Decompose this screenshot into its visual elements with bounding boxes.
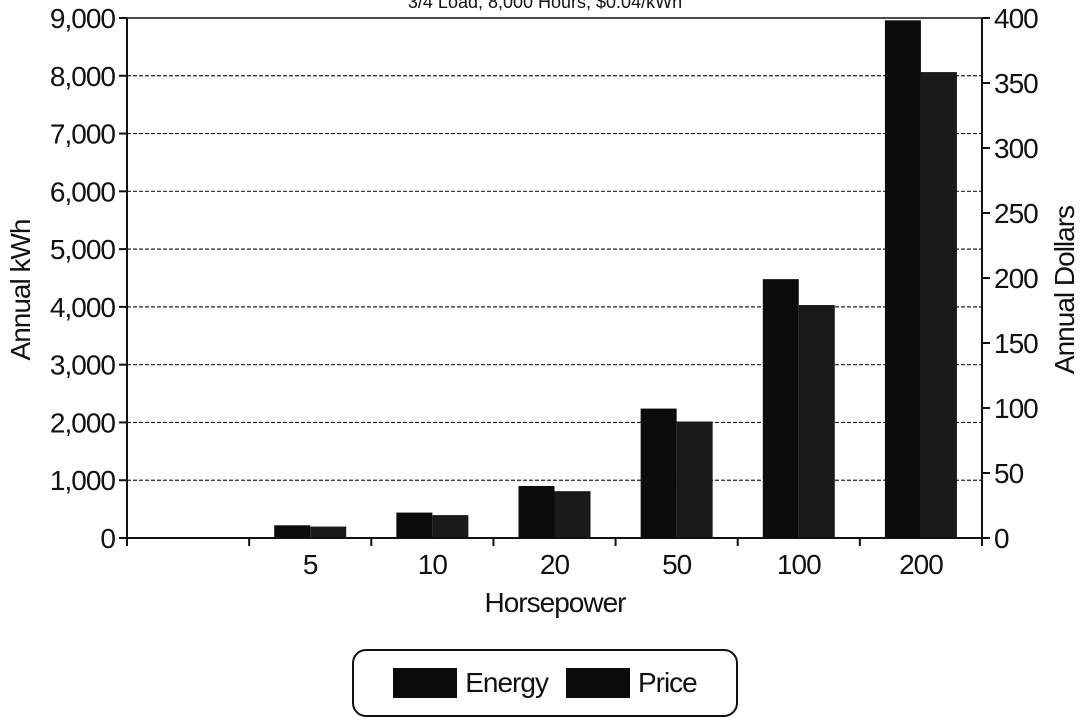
- x-axis-label: Horsepower: [485, 587, 627, 618]
- bar-energy: [884, 20, 921, 539]
- bar-price: [432, 515, 469, 538]
- y-tick-label: 2,000: [50, 407, 115, 438]
- y2-tick-label: 100: [994, 393, 1038, 424]
- x-tick-label: 50: [662, 549, 692, 580]
- bar-price: [554, 491, 591, 538]
- y2-axis-label: Annual Dollars: [1049, 206, 1080, 374]
- legend-label-price: Price: [637, 667, 698, 698]
- y2-tick-label: 400: [994, 3, 1038, 34]
- bar-price: [920, 72, 957, 538]
- gridlines: [127, 75, 982, 481]
- legend-item-price: Price: [565, 667, 698, 699]
- x-tick-label: 200: [899, 549, 943, 580]
- axes: [126, 17, 983, 539]
- legend-label-energy: Energy: [465, 667, 549, 698]
- y-tick-label: 5,000: [50, 234, 115, 265]
- y-tick-label: 8,000: [50, 61, 115, 92]
- bar-price: [676, 421, 713, 538]
- chart-subtitle: 3/4 Load, 8,000 Hours, $0.04/kWh: [407, 0, 683, 12]
- bar-energy: [274, 525, 311, 538]
- y-tick-label: 3,000: [50, 350, 115, 381]
- x-tick-label: 5: [303, 549, 318, 580]
- legend-swatch-price: [565, 668, 630, 698]
- y-tick-label: 0: [100, 523, 115, 554]
- bar-price: [310, 526, 347, 538]
- bar-energy: [396, 512, 433, 538]
- y2-tick-label: 0: [994, 523, 1009, 554]
- x-tick-label: 20: [540, 549, 570, 580]
- y2-tick-label: 250: [994, 198, 1038, 229]
- bar-energy: [762, 279, 799, 538]
- legend: Energy Price: [352, 649, 738, 717]
- left-axis-ticks: 0 1,000 2,000 3,000 4,000 5,000 6,000 7,000 8,00…: [50, 3, 127, 554]
- bar-energy: [518, 486, 555, 538]
- y-tick-label: 7,000: [50, 119, 115, 150]
- y2-tick-label: 300: [994, 133, 1038, 164]
- bar-price: [798, 305, 835, 538]
- y-tick-label: 1,000: [50, 465, 115, 496]
- y2-tick-label: 200: [994, 263, 1038, 294]
- legend-item-energy: Energy: [393, 667, 549, 699]
- bars: [274, 20, 957, 539]
- y2-tick-label: 150: [994, 328, 1038, 359]
- x-tick-label: 100: [777, 549, 821, 580]
- y-tick-label: 9,000: [50, 3, 115, 34]
- y2-tick-label: 50: [994, 458, 1024, 489]
- x-axis-ticks: 5 10 20 50 100 200: [126, 538, 983, 580]
- right-axis-ticks: 0 50 100 150 200 250 300 350 400: [982, 3, 1039, 554]
- y-tick-label: 4,000: [50, 292, 115, 323]
- y-tick-label: 6,000: [50, 176, 115, 207]
- y-axis-label: Annual kWh: [5, 220, 36, 361]
- y2-tick-label: 350: [994, 68, 1038, 99]
- x-tick-label: 10: [418, 549, 448, 580]
- legend-swatch-energy: [393, 668, 458, 698]
- bar-energy: [640, 408, 677, 538]
